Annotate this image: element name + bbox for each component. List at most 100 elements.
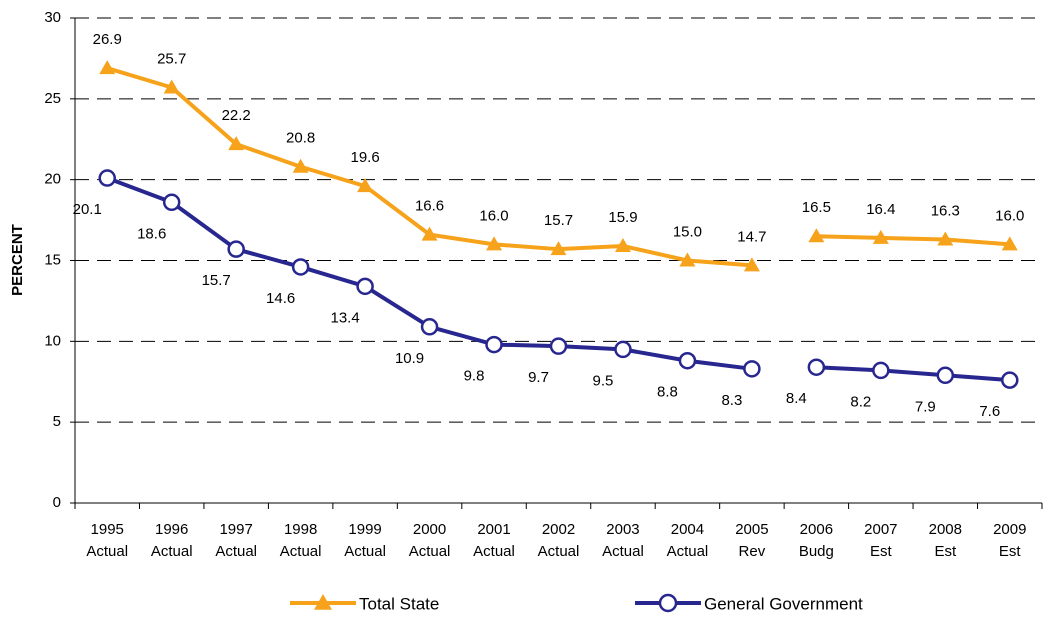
data-label: 9.5 (593, 372, 614, 389)
x-tick-label: Actual (538, 543, 580, 560)
data-label: 15.7 (202, 272, 231, 289)
data-label: 15.9 (608, 209, 637, 226)
x-tick-label: 2000 (413, 521, 446, 538)
y-tick-label: 10 (44, 332, 61, 349)
marker (808, 228, 825, 243)
marker (549, 337, 568, 355)
data-label: 9.7 (528, 369, 549, 386)
legend-label: General Government (704, 594, 863, 613)
x-tick-label: Actual (215, 543, 257, 560)
x-tick-label: 1997 (219, 521, 252, 538)
line (816, 365, 1010, 383)
marker (679, 252, 696, 267)
y-tick-label: 25 (44, 90, 61, 107)
x-tick-label: 1998 (284, 521, 317, 538)
data-label: 14.6 (266, 290, 295, 307)
marker (357, 178, 374, 193)
marker (937, 231, 954, 246)
x-tick-label: 2009 (993, 521, 1026, 538)
marker (743, 257, 760, 272)
data-label: 15.0 (673, 223, 702, 240)
data-label: 25.7 (157, 50, 186, 67)
marker (291, 258, 310, 276)
marker (807, 358, 826, 376)
x-tick-label: 2004 (671, 521, 704, 538)
data-label: 16.6 (415, 198, 444, 215)
data-label: 13.4 (330, 309, 359, 326)
marker (614, 237, 631, 252)
marker (485, 335, 503, 354)
x-tick-label: 2003 (606, 521, 639, 538)
data-label: 8.3 (721, 392, 742, 409)
x-tick-label: Actual (280, 543, 322, 560)
marker (162, 193, 181, 212)
data-label: 16.0 (995, 207, 1024, 224)
marker (420, 318, 439, 336)
x-tick-label: Rev (739, 543, 766, 560)
data-label: 20.8 (286, 130, 315, 147)
line (816, 234, 1010, 247)
y-tick-label: 20 (44, 171, 61, 188)
y-tick-label: 5 (53, 413, 61, 430)
x-tick-label: 1995 (91, 521, 124, 538)
marker (550, 241, 567, 256)
data-label: 8.2 (850, 393, 871, 410)
data-label: 16.5 (802, 199, 831, 216)
marker (356, 277, 374, 296)
x-tick-label: 2008 (929, 521, 962, 538)
y-axis-title: PERCENT (9, 224, 26, 296)
x-tick-label: Actual (86, 543, 128, 560)
marker (872, 361, 890, 380)
legend-marker (658, 593, 678, 613)
x-tick-label: Actual (667, 543, 709, 560)
data-label: 9.8 (464, 368, 485, 385)
x-tick-label: Est (999, 543, 1022, 560)
data-label: 7.9 (915, 398, 936, 415)
y-tick-label: 30 (44, 9, 61, 26)
x-tick-label: 1999 (348, 521, 381, 538)
data-label: 8.4 (786, 390, 807, 407)
marker (1001, 371, 1019, 389)
data-label: 19.6 (350, 149, 379, 166)
legend-label: Total State (359, 594, 439, 613)
marker (936, 366, 955, 385)
data-label: 16.3 (931, 202, 960, 219)
x-tick-label: Actual (473, 543, 515, 560)
y-tick-label: 15 (44, 251, 61, 268)
data-label: 8.8 (657, 384, 678, 401)
x-tick-label: Actual (602, 543, 644, 560)
marker (292, 158, 309, 173)
marker (228, 136, 245, 151)
x-tick-label: Est (870, 543, 893, 560)
y-tick-label: 0 (53, 494, 61, 511)
x-tick-label: 2005 (735, 521, 768, 538)
marker (163, 79, 180, 94)
legend-marker (314, 594, 332, 610)
data-label: 16.0 (479, 207, 508, 224)
x-tick-label: Actual (151, 543, 193, 560)
data-label: 10.9 (395, 350, 424, 367)
marker (227, 240, 245, 258)
marker (678, 351, 697, 370)
x-tick-label: 2007 (864, 521, 897, 538)
marker (1001, 236, 1018, 251)
marker (614, 340, 632, 359)
marker (421, 226, 438, 241)
data-label: 7.6 (979, 403, 1000, 420)
data-label: 14.7 (737, 228, 766, 245)
x-tick-label: Actual (409, 543, 451, 560)
data-label: 18.6 (137, 225, 166, 242)
data-label: 15.7 (544, 212, 573, 229)
data-label: 20.1 (73, 201, 102, 218)
x-tick-label: 2001 (477, 521, 510, 538)
data-label: 22.2 (222, 107, 251, 124)
x-tick-label: 2006 (800, 521, 833, 538)
x-tick-label: 2002 (542, 521, 575, 538)
data-label: 16.4 (866, 201, 895, 218)
x-tick-label: Est (934, 543, 957, 560)
data-label: 26.9 (93, 31, 122, 48)
marker (99, 60, 116, 75)
marker (98, 169, 116, 187)
x-tick-label: Budg (799, 543, 834, 560)
